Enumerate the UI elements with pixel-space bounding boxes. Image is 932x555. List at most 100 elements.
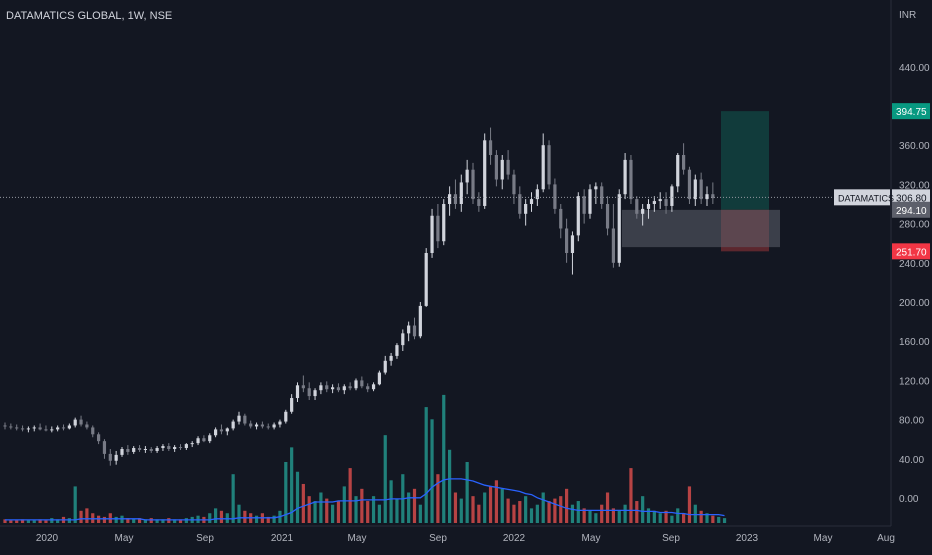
candles [0, 127, 834, 466]
volume-bar [453, 492, 458, 523]
volume-bar [219, 510, 224, 523]
candle-body [79, 419, 83, 425]
volume-bar [91, 513, 95, 523]
symbol-label-bg [834, 189, 890, 206]
candle-body [301, 385, 305, 389]
candle-body [120, 449, 124, 455]
candle-body [208, 435, 212, 442]
candle-body [389, 355, 393, 361]
volume-bar [582, 508, 586, 523]
candle-body [711, 194, 715, 199]
volume-ma-line [5, 478, 725, 521]
volume-bar [377, 504, 381, 523]
candle-body [570, 235, 575, 253]
candle-body [687, 169, 692, 200]
candle-body [553, 184, 557, 209]
volume-bar [506, 498, 510, 523]
volume-bar [682, 513, 686, 523]
candle-body [693, 179, 697, 200]
volume-bar [477, 504, 481, 523]
candle-body [237, 415, 241, 422]
candle-body [664, 199, 668, 206]
candle-body [524, 204, 528, 214]
volume-bar [611, 508, 615, 523]
candle-body [412, 325, 417, 337]
volume-bar [114, 516, 118, 523]
candle-body [424, 253, 428, 306]
time-axis[interactable]: 2020 May Sep 2021 May Sep 2022 May Sep 2023 May Aug [36, 533, 895, 544]
volume-bar [518, 501, 522, 523]
volume-bar [295, 471, 300, 523]
volume-bar [348, 468, 352, 523]
candle-body [658, 199, 662, 202]
target-price-label: 394.75 [896, 107, 927, 118]
candle-body [91, 427, 95, 435]
candle-body [652, 201, 656, 204]
time-tick-label: 2022 [503, 533, 526, 544]
candle-body [336, 387, 341, 391]
stop-price-label: 251.70 [896, 247, 927, 258]
volume-bar [26, 520, 30, 523]
volume-bar [652, 510, 656, 523]
volume-bar [50, 518, 54, 523]
candle-body [3, 425, 7, 427]
volume-bar [184, 518, 188, 523]
volume-bar [524, 496, 528, 523]
candle-body [488, 140, 493, 155]
candle-body [646, 204, 651, 209]
volume-bar [635, 501, 639, 523]
volume-bar [547, 501, 551, 523]
volume-bar [44, 520, 48, 523]
candle-body [565, 228, 569, 253]
volume-bar [436, 474, 440, 523]
volume-bar [208, 513, 212, 523]
volume-bar [565, 488, 569, 523]
volume-bar [418, 504, 422, 523]
candle-body [588, 189, 592, 214]
candle-body [102, 441, 107, 454]
time-tick-label: 2023 [736, 533, 759, 544]
candle-body [465, 169, 469, 183]
candle-body [50, 429, 54, 431]
candle-body [67, 425, 71, 429]
candle-body [500, 159, 504, 180]
candle-body [313, 390, 317, 397]
volume-bar [38, 519, 42, 523]
volume-bar [629, 468, 633, 523]
volume-bar [254, 515, 259, 523]
candle-body [126, 449, 130, 452]
volume-bar [342, 486, 346, 523]
volume-bar [225, 513, 229, 523]
volume-bar [336, 501, 341, 523]
candle-body [535, 189, 539, 200]
candle-body [682, 155, 686, 170]
volume-bar [693, 504, 697, 523]
volume-bar [535, 504, 539, 523]
volume-bar [173, 519, 177, 523]
candle-body [214, 429, 218, 436]
support-zone-box [622, 209, 780, 248]
volume-bar [272, 515, 276, 523]
volume-bar [371, 496, 376, 523]
price-tick-label: 440.00 [899, 63, 930, 74]
volume-bar [465, 462, 469, 523]
candle-body [430, 215, 434, 253]
price-axis[interactable]: 440.00 360.00 320.00 280.00 240.00 200.00 160.… [899, 63, 930, 505]
candle-body [506, 159, 510, 175]
candle-body [266, 426, 270, 428]
volume-bar [588, 510, 592, 523]
candle-body [705, 194, 709, 200]
target-price-label-bg [892, 103, 930, 120]
candle-body [529, 199, 534, 204]
volume-bar [395, 498, 399, 523]
volume-bar [570, 504, 575, 523]
volume-bar [354, 496, 358, 523]
candle-body [494, 155, 498, 180]
volume-bar [646, 508, 651, 523]
volume-bar [3, 519, 7, 523]
candle-body [383, 360, 387, 373]
candle-body [137, 448, 142, 450]
candle-body [219, 429, 224, 432]
candle-body [132, 448, 136, 452]
volume-bar [325, 498, 329, 523]
